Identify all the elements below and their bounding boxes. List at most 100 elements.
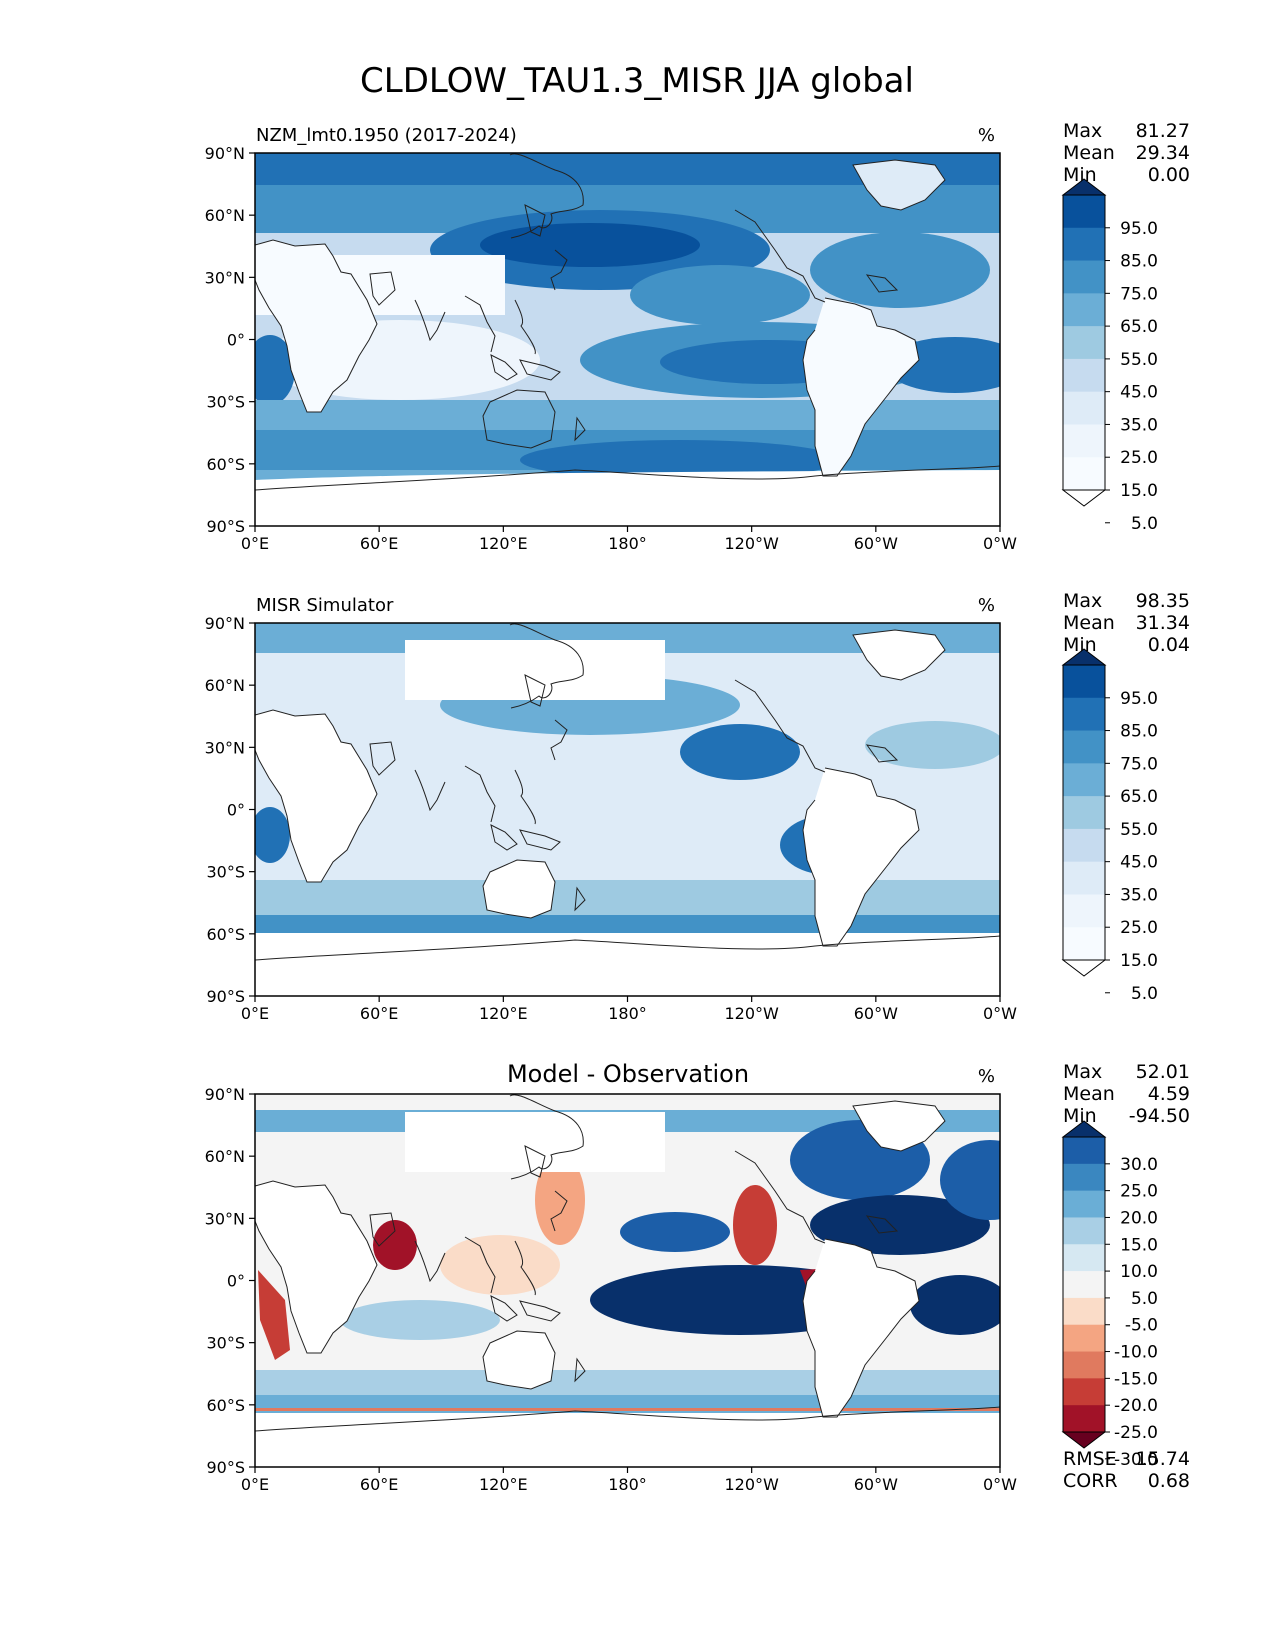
panel-observation: MISR Simulator % 0°E 60°E 120°E 180° 120°W 60…: [205, 590, 1190, 1023]
colorbar-tick-label: -5.0: [1125, 1316, 1158, 1336]
rmse-label: RMSE: [1063, 1448, 1117, 1470]
panel-model: NZM_lmt0.1950 (2017-2024) % 0°E 60°E 120°E…: [205, 120, 1190, 553]
panel-model-field: [255, 153, 1000, 526]
x-tick-label: 60°W: [854, 534, 898, 553]
y-tick-label: 60°S: [206, 1396, 245, 1415]
stat-max-label: Max: [1063, 120, 1102, 142]
colorbar-tick-label: 85.0: [1120, 252, 1158, 272]
colorbar-bin: [1063, 1297, 1105, 1326]
colorbar-bin: [1063, 457, 1105, 491]
x-tick-label: 120°E: [479, 1004, 528, 1023]
colorbar-tick-label: 95.0: [1120, 219, 1158, 239]
stat-max-value: 81.27: [1136, 120, 1190, 142]
x-tick-label: 180°: [608, 1475, 647, 1494]
panel-model-title: NZM_lmt0.1950 (2017-2024): [256, 125, 517, 146]
colorbar-tick-label: 45.0: [1120, 853, 1158, 873]
colorbar-bin: [1063, 260, 1105, 294]
stat-max-label: Max: [1063, 1061, 1102, 1083]
colorbar-tick-label: 30.0: [1120, 1155, 1158, 1175]
y-tick-label: 90°S: [206, 987, 245, 1006]
panel-observation-title: MISR Simulator: [256, 595, 394, 616]
colorbar-bin: [1063, 227, 1105, 262]
stat-mean-label: Mean: [1063, 1083, 1115, 1105]
stat-max-label: Max: [1063, 590, 1102, 612]
x-tick-label: 180°: [608, 534, 647, 553]
colorbar-tick-label: -15.0: [1114, 1369, 1158, 1389]
y-tick-label: 60°N: [205, 206, 245, 225]
colorbar-bin: [1063, 195, 1105, 229]
y-tick-label: 60°N: [205, 676, 245, 695]
colorbar-tick-label: 5.0: [1131, 514, 1158, 534]
colorbar-tick-label: 75.0: [1120, 754, 1158, 774]
figure-title: CLDLOW_TAU1.3_MISR JJA global: [360, 61, 914, 101]
stat-mean-label: Mean: [1063, 142, 1115, 164]
stat-max-value: 98.35: [1136, 590, 1190, 612]
colorbar-bin: [1063, 1244, 1105, 1272]
colorbar-bin: [1063, 1378, 1105, 1406]
colorbar-bin: [1063, 293, 1105, 327]
colorbar-frame: [1062, 194, 1106, 491]
x-tick-label: 120°E: [479, 534, 528, 553]
stat-mean-value: 29.34: [1136, 142, 1190, 164]
colorbar-bin: [1063, 665, 1105, 699]
x-tick-label: 60°E: [360, 1004, 398, 1023]
colorbar-tick-label: 45.0: [1120, 383, 1158, 403]
y-tick-label: 90°S: [206, 1458, 245, 1477]
stat-mean-value: 31.34: [1136, 612, 1190, 634]
panel-difference-field: [255, 1094, 1000, 1467]
colorbar-bin: [1063, 358, 1105, 393]
colorbar-bin: [1063, 391, 1105, 425]
colorbar-tick-label: 15.0: [1120, 1235, 1158, 1255]
stat-mean-label: Mean: [1063, 612, 1115, 634]
x-tick-label: 120°W: [724, 1004, 779, 1023]
y-tick-label: 90°N: [205, 614, 245, 633]
x-tick-label: 60°W: [854, 1475, 898, 1494]
colorbar-tick-label: 85.0: [1120, 722, 1158, 742]
colorbar-tick-label: 35.0: [1120, 415, 1158, 435]
colorbar-bin: [1063, 1324, 1105, 1353]
corr-value: 0.68: [1148, 1470, 1190, 1492]
y-tick-label: 60°N: [205, 1147, 245, 1166]
y-tick-label: 30°N: [205, 1209, 245, 1228]
x-tick-label: 0°E: [241, 1004, 269, 1023]
stat-min-value: -94.50: [1129, 1105, 1190, 1127]
colorbar-tick-label: -10.0: [1114, 1343, 1158, 1363]
colorbar-bin: [1063, 894, 1105, 928]
colorbar-bin: [1063, 1163, 1105, 1192]
colorbar-bin: [1063, 1190, 1105, 1218]
colorbar-tick-label: 55.0: [1120, 350, 1158, 370]
stat-min-label: Min: [1063, 164, 1097, 186]
colorbar-bin: [1063, 828, 1105, 863]
corr-label: CORR: [1063, 1470, 1118, 1492]
colorbar-tick-label: 15.0: [1120, 951, 1158, 971]
colorbar-tick-label: -20.0: [1114, 1396, 1158, 1416]
colorbar-tick-label: -30.0: [1114, 1450, 1158, 1470]
panel-observation-units: %: [978, 595, 995, 616]
y-tick-label: 0°: [227, 331, 245, 350]
rmse-value: 15.74: [1136, 1448, 1190, 1470]
x-tick-label: 120°W: [724, 534, 779, 553]
colorbar-bin: [1063, 861, 1105, 895]
stat-min-value: 0.04: [1148, 634, 1190, 656]
y-tick-label: 90°N: [205, 144, 245, 163]
y-tick-label: 60°S: [206, 925, 245, 944]
colorbar-frame: [1062, 1136, 1106, 1433]
colorbar-bin: [1063, 1271, 1105, 1299]
colorbar-tick-label: 20.0: [1120, 1208, 1158, 1228]
stat-min-label: Min: [1063, 1105, 1097, 1127]
y-tick-label: 90°S: [206, 517, 245, 536]
x-tick-label: 60°E: [360, 534, 398, 553]
colorbar-bin: [1063, 763, 1105, 797]
colorbar-tick-label: 65.0: [1120, 317, 1158, 337]
panel-observation-field: [255, 623, 1000, 996]
colorbar-tick-label: 55.0: [1120, 820, 1158, 840]
colorbar-bin: [1063, 796, 1105, 830]
colorbar-frame: [1062, 664, 1106, 961]
y-tick-label: 30°N: [205, 738, 245, 757]
colorbar-tick-label: 5.0: [1131, 1289, 1158, 1309]
colorbar-bin: [1063, 927, 1105, 961]
colorbar-tick-label: 15.0: [1120, 481, 1158, 501]
colorbar-extend-min: [1061, 1431, 1107, 1449]
colorbar-extend-min: [1061, 959, 1107, 977]
